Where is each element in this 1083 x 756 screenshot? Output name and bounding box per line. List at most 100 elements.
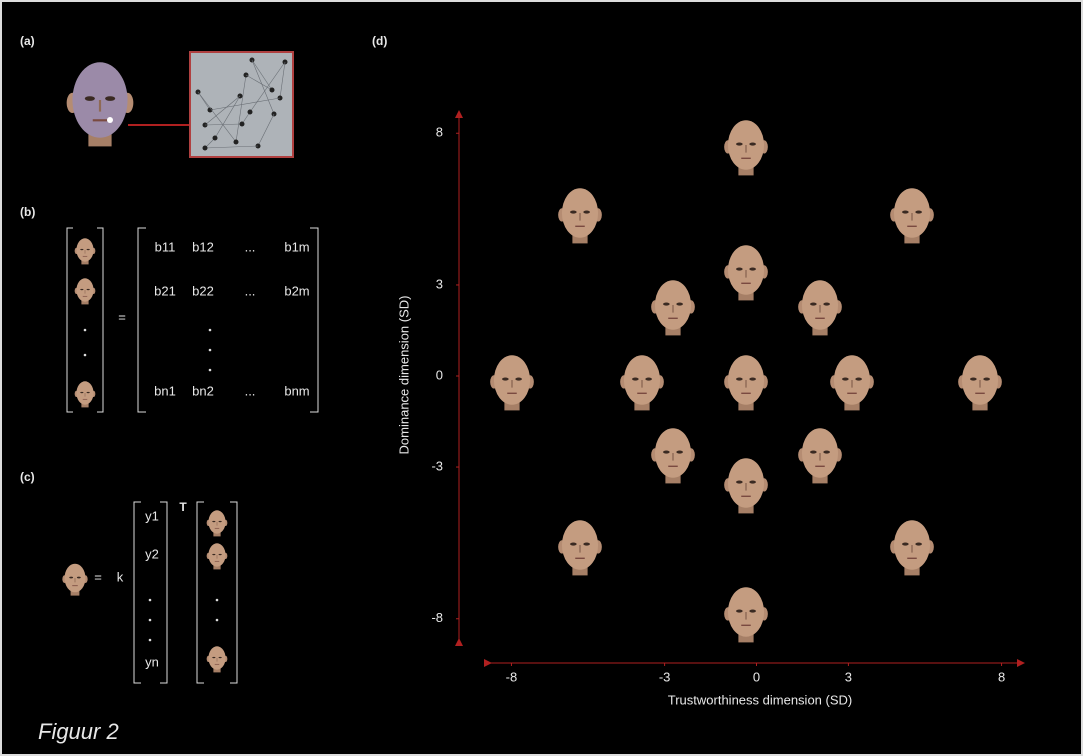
- eye: [80, 249, 83, 250]
- panel-label: (b): [20, 205, 35, 219]
- x-tick-label: -3: [659, 669, 671, 684]
- eye: [676, 303, 683, 306]
- eye: [219, 554, 222, 555]
- eye: [842, 378, 849, 381]
- eye: [583, 211, 590, 214]
- mesh-point: [203, 146, 208, 151]
- head: [208, 646, 225, 669]
- caption: Figuur 2: [38, 719, 119, 744]
- eye: [749, 268, 756, 271]
- equals: =: [94, 569, 102, 584]
- y-tick-label: 3: [436, 276, 443, 291]
- eye: [212, 657, 215, 658]
- x-tick-label: 0: [753, 669, 760, 684]
- eye: [212, 521, 215, 522]
- mesh-point: [240, 122, 245, 127]
- dot: [216, 619, 219, 622]
- matrix-entry: b11: [155, 239, 176, 254]
- eye: [810, 451, 817, 454]
- x-tick-label: -8: [506, 669, 518, 684]
- eye: [749, 481, 756, 484]
- eye: [219, 521, 222, 522]
- dot: [216, 599, 219, 602]
- vector-entry: y2: [145, 546, 159, 561]
- eye: [902, 543, 909, 546]
- panel-label: (c): [20, 470, 35, 484]
- vector-entry: yn: [145, 654, 159, 669]
- equals: =: [118, 309, 126, 324]
- dot: [149, 599, 152, 602]
- eye: [970, 378, 977, 381]
- matrix-entry: bn1: [154, 383, 176, 398]
- eye: [583, 543, 590, 546]
- mesh-point: [248, 110, 253, 115]
- vector-entry: y1: [145, 508, 159, 523]
- background: [1, 1, 1082, 755]
- eye: [570, 211, 577, 214]
- eye: [80, 392, 83, 393]
- eye: [502, 378, 509, 381]
- matrix-entry: ...: [245, 383, 256, 398]
- dot: [149, 639, 152, 642]
- eye: [663, 451, 670, 454]
- eye: [87, 289, 90, 290]
- dot: [149, 619, 152, 622]
- eye: [902, 211, 909, 214]
- eye: [515, 378, 522, 381]
- eye: [632, 378, 639, 381]
- eye: [823, 451, 830, 454]
- matrix-entry: bn2: [192, 383, 214, 398]
- eye: [810, 303, 817, 306]
- x-axis-label: Trustworthiness dimension (SD): [668, 692, 852, 707]
- eye: [915, 543, 922, 546]
- dot: [209, 369, 212, 372]
- transpose: T: [179, 500, 187, 514]
- eye: [736, 143, 743, 146]
- scalar: k: [117, 569, 124, 584]
- eye: [570, 543, 577, 546]
- matrix-entry: bnm: [284, 383, 309, 398]
- matrix-entry: b1m: [284, 239, 309, 254]
- eye: [736, 610, 743, 613]
- eye: [736, 481, 743, 484]
- matrix-entry: b22: [192, 283, 214, 298]
- eye: [736, 268, 743, 271]
- mesh-point: [213, 136, 218, 141]
- figure: (a) (b) (c) (d) = = k T Trustworthiness …: [0, 0, 1083, 756]
- y-tick-label: -3: [431, 458, 443, 473]
- mesh-point: [234, 140, 239, 145]
- dot: [84, 329, 87, 332]
- matrix-entry: ...: [245, 283, 256, 298]
- eye: [219, 657, 222, 658]
- matrix-entry: b2m: [284, 283, 309, 298]
- y-axis-label: Dominance dimension (SD): [396, 296, 411, 455]
- panel-label: (d): [372, 34, 387, 48]
- dot: [84, 354, 87, 357]
- eye: [749, 143, 756, 146]
- eye: [87, 392, 90, 393]
- page: {"panels": { "a": {"label": "(a)"}, "b":…: [0, 0, 1083, 756]
- y-tick-label: -8: [431, 610, 443, 625]
- y-tick-label: 8: [436, 125, 443, 140]
- eye: [212, 554, 215, 555]
- head: [76, 278, 93, 301]
- eye: [105, 96, 115, 101]
- eye: [663, 303, 670, 306]
- eye: [87, 249, 90, 250]
- eye: [915, 211, 922, 214]
- dot: [209, 349, 212, 352]
- x-tick-label: 8: [998, 669, 1005, 684]
- eye: [736, 378, 743, 381]
- marker: [107, 117, 113, 123]
- eye: [645, 378, 652, 381]
- eye: [85, 96, 95, 101]
- eye: [823, 303, 830, 306]
- eye: [80, 289, 83, 290]
- eye: [983, 378, 990, 381]
- eye: [855, 378, 862, 381]
- eye: [749, 610, 756, 613]
- dot: [209, 329, 212, 332]
- x-tick-label: 3: [845, 669, 852, 684]
- matrix-entry: b21: [154, 283, 176, 298]
- y-tick-label: 0: [436, 367, 443, 382]
